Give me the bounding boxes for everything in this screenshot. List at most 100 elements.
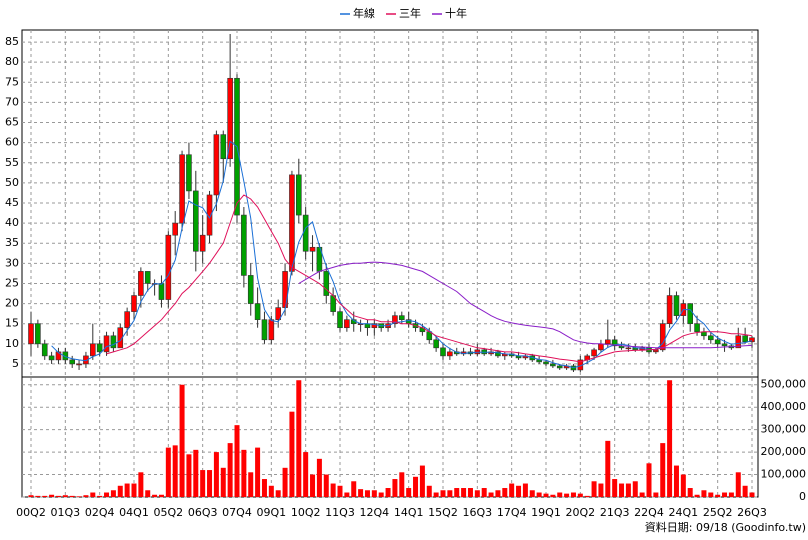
candle-body [199,234,206,252]
candle-body [611,339,618,347]
volume-bar [474,490,480,497]
candle-body [90,343,96,357]
volume-bar [213,452,219,497]
candle-body [254,303,261,320]
volume-bar [358,489,364,497]
volume-bar [371,490,377,497]
y-tick-label: 60 [5,136,19,149]
candle-body [323,271,330,296]
ma-line [106,194,753,363]
y-tick-label: 5 [12,357,19,370]
y-tick-label: 35 [5,236,19,249]
candle-body [295,174,302,216]
candle-body [344,319,350,329]
candle-body [604,339,611,345]
volume-bar [351,481,357,497]
volume-bar [502,488,508,497]
volume-bar [605,440,611,497]
volume-bar [110,490,116,497]
candle-body [131,295,137,312]
candle-body [110,335,117,349]
volume-bar [152,494,158,497]
x-tick-label: 19Q1 [531,506,561,519]
volume-bar [165,447,171,497]
volume-bar [261,479,267,497]
candle-body [625,347,632,350]
candle-body [193,190,199,252]
x-tick-label: 02Q4 [85,506,115,519]
volume-bar [207,470,213,497]
volume-bar [419,465,425,497]
volume-bar [241,449,247,497]
volume-bar [509,483,515,497]
candle-body [659,323,666,351]
candle-body [275,307,282,320]
candle-body [48,355,55,361]
volume-bar [722,492,728,497]
volume-bar [680,474,686,497]
volume-bar [220,467,226,497]
y-tick-label: 40 [5,216,19,229]
volume-bar [488,492,494,497]
volume-bar [234,425,240,497]
y-tick-label: 65 [5,116,19,129]
x-tick-label: 12Q4 [360,506,390,519]
volume-bar [584,495,590,497]
candle-body [62,351,69,361]
volume-bar [708,492,714,497]
volume-bar [701,490,707,497]
candle-body [124,311,130,329]
candle-body [550,363,556,367]
volume-bar [296,380,302,497]
x-tick-label: 26Q3 [737,506,767,519]
volume-bar [495,490,501,497]
candle-body [337,311,343,329]
candle-body [742,335,748,343]
x-tick-label: 25Q2 [703,506,733,519]
volume-bar [55,495,61,497]
candle-body [440,347,446,357]
volume-bar [612,479,618,497]
volume-bar [35,495,41,497]
volume-bar [673,465,679,497]
volume-bar [570,492,576,497]
volume-bar [550,494,556,497]
y2-tick-label: 300,000 [761,423,807,436]
y-tick-label: 70 [5,95,19,108]
x-tick-label: 22Q4 [634,506,664,519]
x-tick-label: 15Q2 [428,506,458,519]
x-tick-label: 09Q1 [257,506,287,519]
volume-bar [742,485,748,497]
volume-bar [481,488,487,497]
x-tick-label: 16Q3 [463,506,493,519]
x-tick-label: 10Q2 [291,506,321,519]
candle-body [69,359,75,365]
y-tick-label: 55 [5,156,19,169]
volume-bar [735,472,741,497]
x-tick-label: 06Q3 [188,506,218,519]
volume-bar [632,481,638,497]
volume-bar [227,443,233,497]
y2-tick-label: 0 [799,490,806,503]
volume-bar [399,472,405,497]
volume-bar [200,470,206,497]
volume-bar [42,495,48,497]
candle-body [392,315,398,324]
candle-body [371,323,378,329]
y-tick-label: 10 [5,337,19,350]
candle-body [556,365,563,369]
volume-bar [83,495,89,497]
volume-bar [646,463,652,497]
volume-bar [577,493,583,497]
volume-bar [145,490,151,497]
x-tick-label: 11Q3 [325,506,355,519]
candle-body [398,315,405,320]
volume-bar [275,490,281,497]
y-tick-label: 25 [5,276,19,289]
x-tick-label: 21Q3 [600,506,630,519]
volume-bar [337,485,343,497]
y2-tick-label: 200,000 [761,445,807,458]
candle-body [721,343,728,347]
candle-body [28,323,34,345]
